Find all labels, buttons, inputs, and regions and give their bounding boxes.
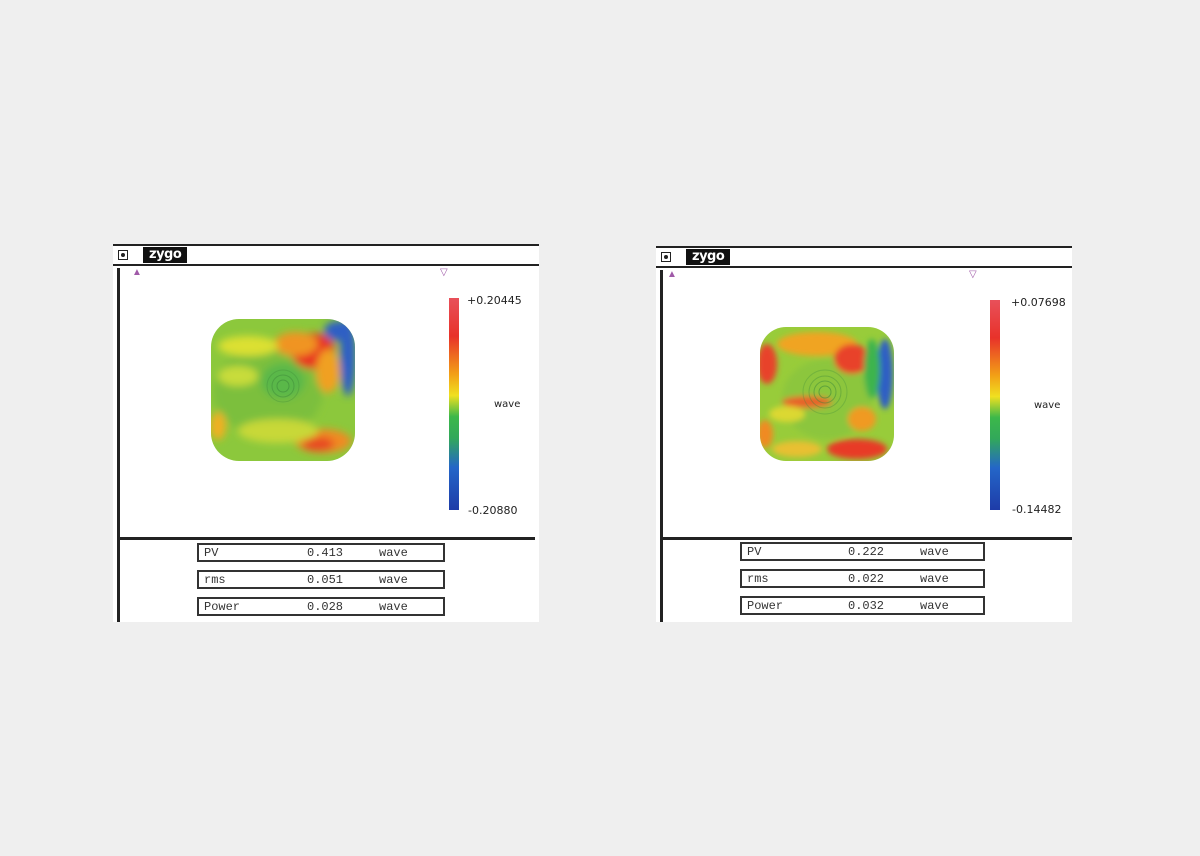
stat-label: rms [204,573,226,587]
zygo-logo: zygo [143,247,188,263]
scale-max-label: +0.20445 [467,294,522,307]
stat-value: 0.028 [307,600,344,614]
color-scale-bar [990,300,1000,510]
zygo-window-right: zygo ▲ ▽ [656,246,1072,622]
stat-value: 0.022 [848,572,885,586]
stat-unit: wave [920,572,949,586]
surface-map [211,319,355,461]
scale-unit-label: wave [494,399,521,410]
color-scale-bar [449,298,459,510]
stat-label: rms [747,572,769,586]
stat-value: 0.222 [848,545,885,559]
stat-value: 0.051 [307,573,344,587]
stat-unit: wave [379,573,408,587]
scale-max-label: +0.07698 [1011,296,1066,309]
stat-unit: wave [379,600,408,614]
zygo-logo: zygo [686,249,731,265]
scale-unit-label: wave [1034,400,1061,411]
zygo-window-left: zygo ▲ ▽ [113,244,539,622]
window-titlebar: zygo [656,246,1072,268]
stat-row-rms: rms 0.022 wave [740,569,985,588]
stat-value: 0.032 [848,599,885,613]
stat-unit: wave [920,545,949,559]
stat-label: PV [204,546,219,560]
marker-left-icon[interactable]: ▲ [132,267,142,278]
window-edge [660,540,663,622]
stat-label: Power [747,599,784,613]
surface-map [760,327,894,461]
stat-row-pv: PV 0.413 wave [197,543,445,562]
window-titlebar: zygo [113,244,539,266]
stat-unit: wave [379,546,408,560]
plot-area: ▲ ▽ [117,268,535,540]
marker-right-icon[interactable]: ▽ [440,267,448,278]
plot-area: ▲ ▽ [660,270,1072,540]
window-edge [117,540,120,622]
stat-row-power: Power 0.032 wave [740,596,985,615]
stat-value: 0.413 [307,546,344,560]
stat-label: PV [747,545,762,559]
close-box-icon[interactable] [118,250,128,260]
scale-min-label: -0.14482 [1012,503,1062,516]
stat-row-rms: rms 0.051 wave [197,570,445,589]
stat-row-pv: PV 0.222 wave [740,542,985,561]
stat-row-power: Power 0.028 wave [197,597,445,616]
marker-left-icon[interactable]: ▲ [667,269,677,280]
stat-unit: wave [920,599,949,613]
close-box-icon[interactable] [661,252,671,262]
marker-right-icon[interactable]: ▽ [969,269,977,280]
scale-min-label: -0.20880 [468,504,518,517]
stat-label: Power [204,600,241,614]
